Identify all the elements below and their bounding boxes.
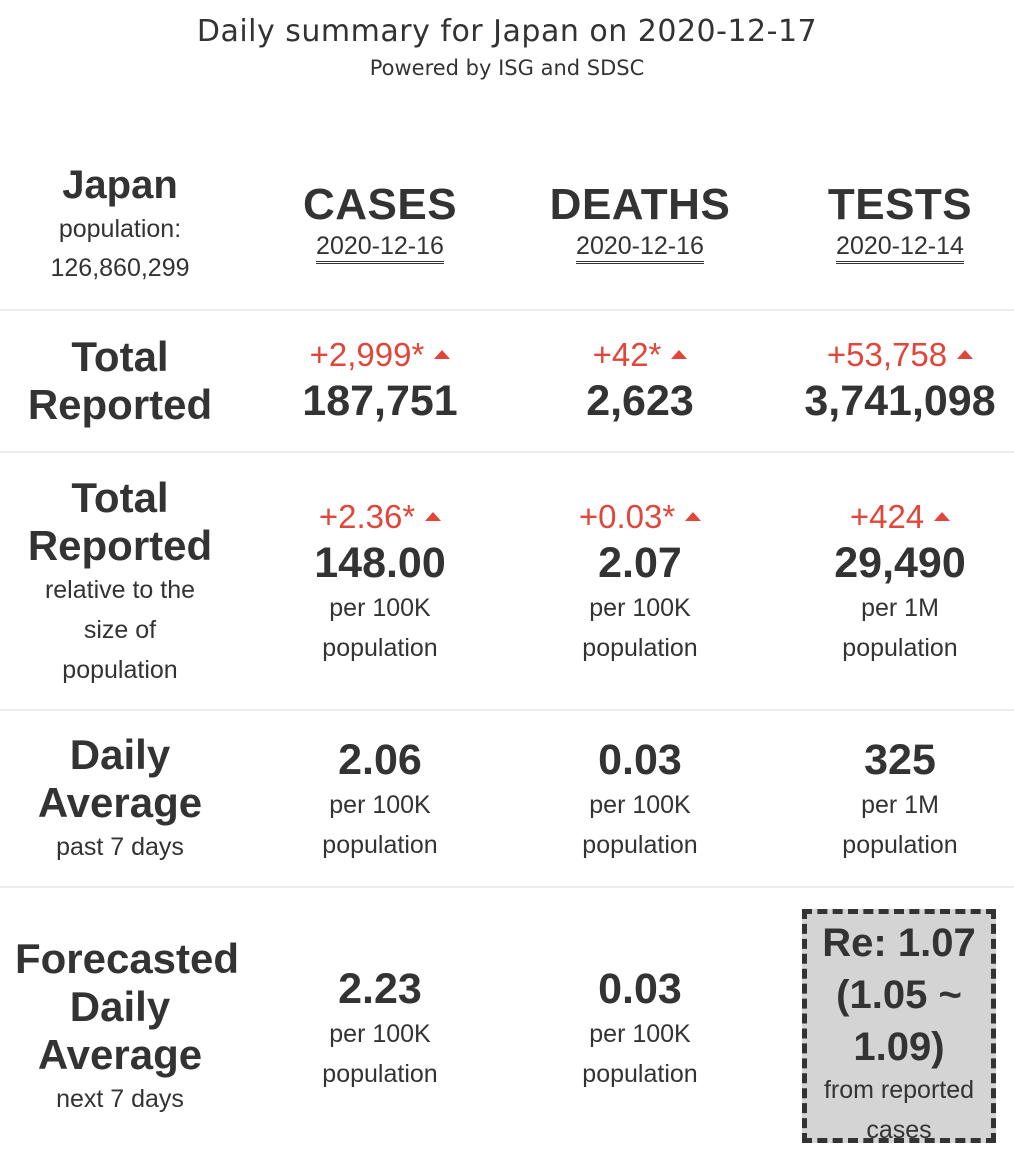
row-label-line: Reported: [27, 381, 213, 428]
column-header-tests: TESTS 2020-12-14: [770, 178, 1014, 264]
increase-triangle-icon: [957, 349, 974, 359]
column-metric: TESTS: [827, 180, 973, 229]
delta-value: +424: [770, 496, 1014, 538]
main-value: 0.03: [598, 736, 682, 784]
row-divider: [0, 451, 1014, 453]
unit-label: population: [582, 1060, 698, 1088]
increase-triangle-icon: [434, 349, 451, 359]
main-value: 187,751: [302, 377, 458, 425]
row-label-line: Average: [37, 1031, 203, 1078]
main-value: 3,741,098: [804, 377, 996, 425]
column-date-link[interactable]: 2020-12-16: [316, 232, 444, 264]
main-value: 2,623: [586, 377, 694, 425]
unit-label: per 100K: [589, 594, 691, 622]
unit-label: per 100K: [329, 791, 431, 819]
row-divider: [0, 309, 1014, 311]
daily-cases-cell: 2.06 per 100K population: [250, 735, 510, 865]
row-note: past 7 days: [56, 833, 184, 861]
total-tests-cell: +53,758 3,741,098: [770, 334, 1014, 426]
relative-deaths-cell: +0.03* 2.07 per 100K population: [510, 496, 770, 668]
forecast-cases-cell: 2.23 per 100K population: [250, 964, 510, 1094]
column-date-link[interactable]: 2020-12-14: [836, 232, 964, 264]
unit-label: population: [842, 831, 958, 859]
unit-label: per 1M: [861, 594, 939, 622]
re-source-note: from reported: [823, 1076, 975, 1104]
row-note: next 7 days: [56, 1085, 184, 1113]
unit-label: population: [322, 1060, 438, 1088]
row-label-line: Daily: [69, 731, 171, 778]
unit-label: population: [842, 634, 958, 662]
column-metric: CASES: [302, 180, 458, 229]
page-subtitle: Powered by ISG and SDSC: [369, 56, 645, 80]
relative-tests-cell: +424 29,490 per 1M population: [770, 496, 1014, 668]
main-value: 325: [864, 736, 936, 784]
row-label-line: Total: [71, 333, 169, 380]
column-header-deaths: DEATHS 2020-12-16: [510, 178, 770, 264]
country-info: Japan population: 126,860,299: [0, 160, 240, 288]
row-label-total-reported: Total Reported: [0, 333, 240, 429]
row-label-line: Average: [37, 779, 203, 826]
main-value: 0.03: [598, 965, 682, 1013]
re-value: Re: 1.07: [822, 921, 976, 965]
population-label: population:: [58, 215, 182, 243]
unit-label: per 100K: [329, 1020, 431, 1048]
row-divider: [0, 709, 1014, 711]
forecast-deaths-cell: 0.03 per 100K population: [510, 964, 770, 1094]
main-value: 29,490: [834, 539, 966, 587]
re-source-note: cases: [866, 1116, 932, 1144]
unit-label: population: [322, 831, 438, 859]
population-value: 126,860,299: [50, 254, 190, 282]
delta-value: +2,999*: [250, 334, 510, 376]
daily-deaths-cell: 0.03 per 100K population: [510, 735, 770, 865]
row-note: population: [62, 656, 178, 684]
delta-value: +2.36*: [250, 496, 510, 538]
unit-label: per 100K: [329, 594, 431, 622]
total-deaths-cell: +42* 2,623: [510, 334, 770, 426]
delta-value: +42*: [510, 334, 770, 376]
row-label-daily-average: Daily Average past 7 days: [0, 731, 240, 867]
daily-tests-cell: 325 per 1M population: [770, 735, 1014, 865]
row-label-relative: Total Reported relative to the size of p…: [0, 474, 240, 690]
main-value: 2.23: [338, 965, 422, 1013]
re-interval: 1.09): [853, 1025, 945, 1069]
unit-label: per 1M: [861, 791, 939, 819]
unit-label: population: [582, 831, 698, 859]
row-note: relative to the: [44, 576, 196, 604]
column-header-cases: CASES 2020-12-16: [250, 178, 510, 264]
row-label-line: Reported: [27, 522, 213, 569]
increase-triangle-icon: [934, 511, 951, 521]
total-cases-cell: +2,999* 187,751: [250, 334, 510, 426]
row-label-line: Forecasted: [14, 935, 240, 982]
main-value: 2.06: [338, 736, 422, 784]
unit-label: per 100K: [589, 791, 691, 819]
row-label-forecast: Forecasted Daily Average next 7 days: [0, 935, 254, 1119]
column-date-link[interactable]: 2020-12-16: [576, 232, 704, 264]
increase-triangle-icon: [671, 349, 688, 359]
row-label-line: Total: [71, 474, 169, 521]
reproduction-number-box: Re: 1.07 (1.05 ~ 1.09) from reported cas…: [802, 909, 996, 1144]
relative-cases-cell: +2.36* 148.00 per 100K population: [250, 496, 510, 668]
column-metric: DEATHS: [549, 180, 731, 229]
re-interval: (1.05 ~: [836, 973, 962, 1017]
unit-label: per 100K: [589, 1020, 691, 1048]
increase-triangle-icon: [685, 511, 702, 521]
page-title: Daily summary for Japan on 2020-12-17: [196, 14, 818, 49]
row-note: size of: [83, 616, 157, 644]
main-value: 2.07: [598, 539, 682, 587]
row-label-line: Daily: [69, 983, 171, 1030]
unit-label: population: [322, 634, 438, 662]
delta-value: +53,758: [770, 334, 1014, 376]
delta-value: +0.03*: [510, 496, 770, 538]
unit-label: population: [582, 634, 698, 662]
main-value: 148.00: [314, 539, 446, 587]
row-divider: [0, 886, 1014, 888]
increase-triangle-icon: [425, 511, 442, 521]
country-name: Japan: [62, 163, 178, 207]
